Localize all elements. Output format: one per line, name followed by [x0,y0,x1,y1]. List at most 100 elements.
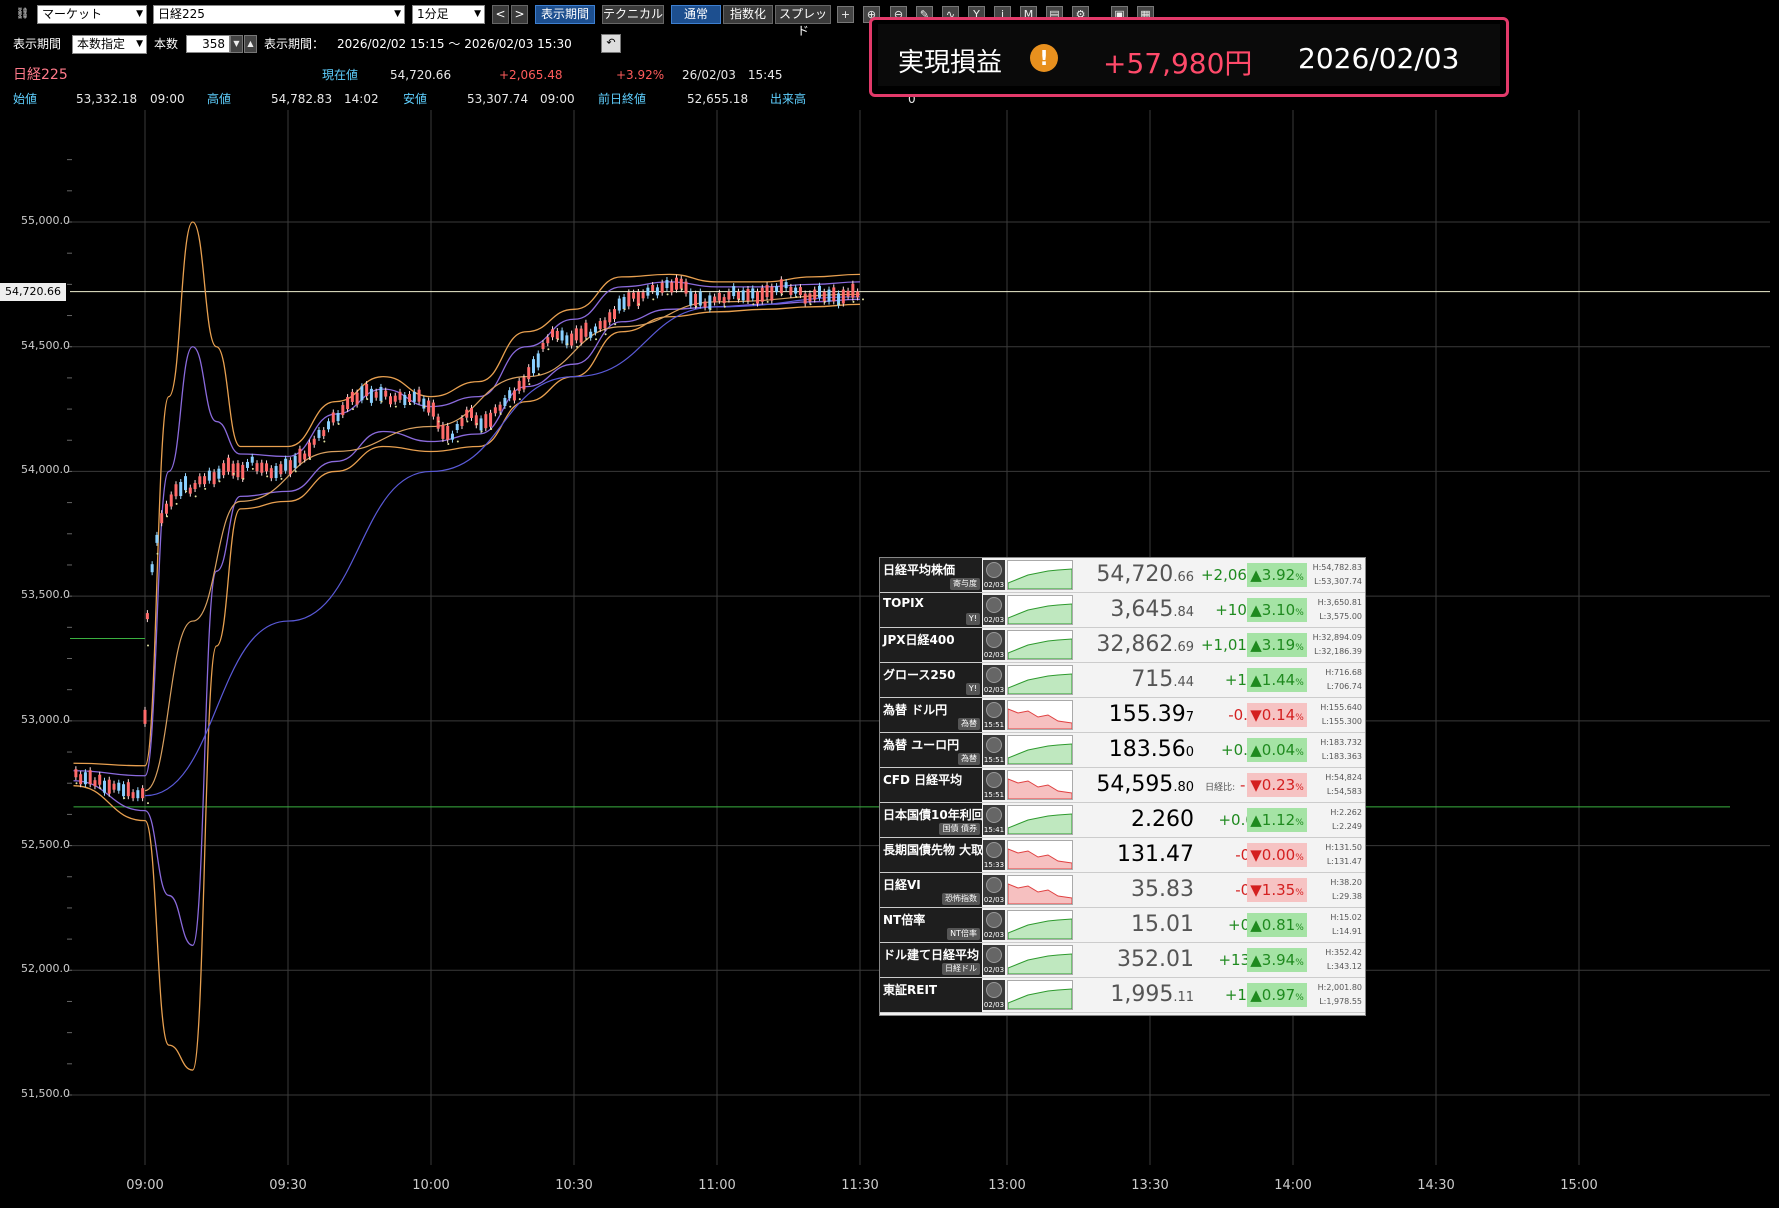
count-down-icon[interactable]: ▼ [230,35,243,53]
sparkline-area [1007,708,1073,730]
candle-body [74,769,78,778]
short-ma-dot [595,338,598,341]
market-row-low: L:54,583 [1326,787,1362,796]
candle-body [832,287,836,302]
short-ma-dot [194,495,197,498]
market-row-name: 日経平均株価 寄与度 [880,558,982,592]
spread-button[interactable]: スプレッド [775,5,831,38]
prev-close-label: 前日終値 [598,92,647,106]
technical-button[interactable]: テクニカル [602,5,664,24]
market-row-status[interactable]: 15:33 [983,840,1005,870]
market-row[interactable]: CFD 日経平均 15:51 54,595.80 日経比: -124 ▼0.23… [880,768,1365,803]
candle-body [565,335,569,346]
status-dot-icon [986,772,1002,788]
market-row-status[interactable]: 02/03 [983,665,1005,695]
candle-body [751,288,755,299]
market-row-sub[interactable]: 為替 [958,753,980,765]
candle-body [498,404,502,411]
candle-body [436,416,440,429]
market-row-status[interactable]: 02/03 [983,980,1005,1010]
short-ma-dot [576,345,578,348]
market-row-price-decimal: 7 [1185,710,1194,725]
market-row-low: L:131.47 [1326,857,1362,866]
candle-body [603,320,607,329]
market-row-status[interactable]: 02/03 [983,910,1005,940]
market-row[interactable]: 長期国債先物 大取 15:33 131.47 -0.02 ▼0.00% H:13… [880,838,1365,873]
candle-body [593,326,597,333]
market-row-status[interactable]: 15:51 [983,700,1005,730]
plus-icon[interactable]: + [837,6,854,23]
candle-body [560,330,564,341]
next-button[interactable]: > [511,5,528,24]
count-input[interactable]: 358 [186,35,230,53]
status-dot-icon [986,807,1002,823]
market-row[interactable]: 日本国債10年利回り国債 債券 15:41 2.260 +0.025 ▲1.12… [880,803,1365,838]
market-row-sub[interactable]: 日経ドル [942,963,980,975]
bollinger-outer-upper [73,221,861,767]
candle-body [789,286,793,295]
candle-body [508,390,512,399]
candle-body [303,453,307,460]
symbol-select[interactable]: 日経225 ▼ [153,5,405,24]
realized-pl-amount: +57,980円 [1103,47,1253,80]
low-time: 09:00 [540,92,575,106]
candle-body [827,289,831,302]
market-row-status[interactable]: 15:51 [983,735,1005,765]
market-row[interactable]: JPX日経400 02/03 32,862.69 +1,015.56 ▲3.19… [880,628,1365,663]
market-row-sub[interactable]: 為替 [958,718,980,730]
short-ma-dot [862,298,864,301]
period-mode-select[interactable]: 本数指定 ▼ [72,35,147,54]
market-row-sub[interactable]: 恐怖指数 [942,893,980,905]
market-row-name-text: 日本国債10年利回り [883,808,982,822]
candle-body [779,279,783,294]
moving-average-long [144,296,861,797]
market-row-status[interactable]: 15:51 [983,770,1005,800]
market-select[interactable]: マーケット ▼ [37,5,147,24]
undo-icon[interactable]: ↶ [601,34,621,53]
index-button[interactable]: 指数化 [723,5,773,24]
sparkline-svg [1007,883,1073,905]
x-tick-label: 13:00 [988,1178,1026,1193]
normal-button[interactable]: 通常 [671,5,721,24]
candle-body [479,418,483,431]
market-row-status[interactable]: 02/03 [983,945,1005,975]
market-row-sub[interactable]: Y! [965,613,980,625]
link-icon[interactable]: ⛓ [15,7,30,20]
market-row-status[interactable]: 02/03 [983,595,1005,625]
market-row-sub[interactable]: 寄与度 [950,578,980,590]
market-row-high: H:3,650.81 [1317,598,1362,607]
market-row-status[interactable]: 02/03 [983,875,1005,905]
period-button[interactable]: 表示期間 [535,5,595,24]
market-row-pct: ▲0.81% [1247,913,1307,937]
count-up-icon[interactable]: ▲ [244,35,257,53]
market-row-sub[interactable]: NT倍率 [947,928,980,940]
market-row-low: L:183.363 [1321,752,1362,761]
sparkline-svg [1007,568,1073,590]
bollinger-outer-lower [73,303,861,1071]
market-row[interactable]: 東証REIT 02/03 1,995.11 +19.10 ▲0.97% H:2,… [880,978,1365,1013]
market-row-price-decimal: .66 [1173,570,1194,585]
candle-body [179,482,183,497]
market-row-status[interactable]: 02/03 [983,560,1005,590]
candle-body [427,400,431,413]
market-row-status[interactable]: 15:41 [983,805,1005,835]
interval-select[interactable]: 1分足 ▼ [412,5,485,24]
market-row-sparkline [1007,945,1073,975]
prev-button[interactable]: < [492,5,509,24]
market-row-sub[interactable]: 国債 債券 [939,823,980,835]
market-row-status[interactable]: 02/03 [983,630,1005,660]
candle-body [150,564,154,573]
market-row-low: L:2.249 [1331,822,1362,831]
short-ma-dot [537,373,540,376]
market-row-high: H:15.02 [1330,913,1362,922]
market-row-sub[interactable]: Y! [965,683,980,695]
market-row-name: 東証REIT [880,978,982,1012]
